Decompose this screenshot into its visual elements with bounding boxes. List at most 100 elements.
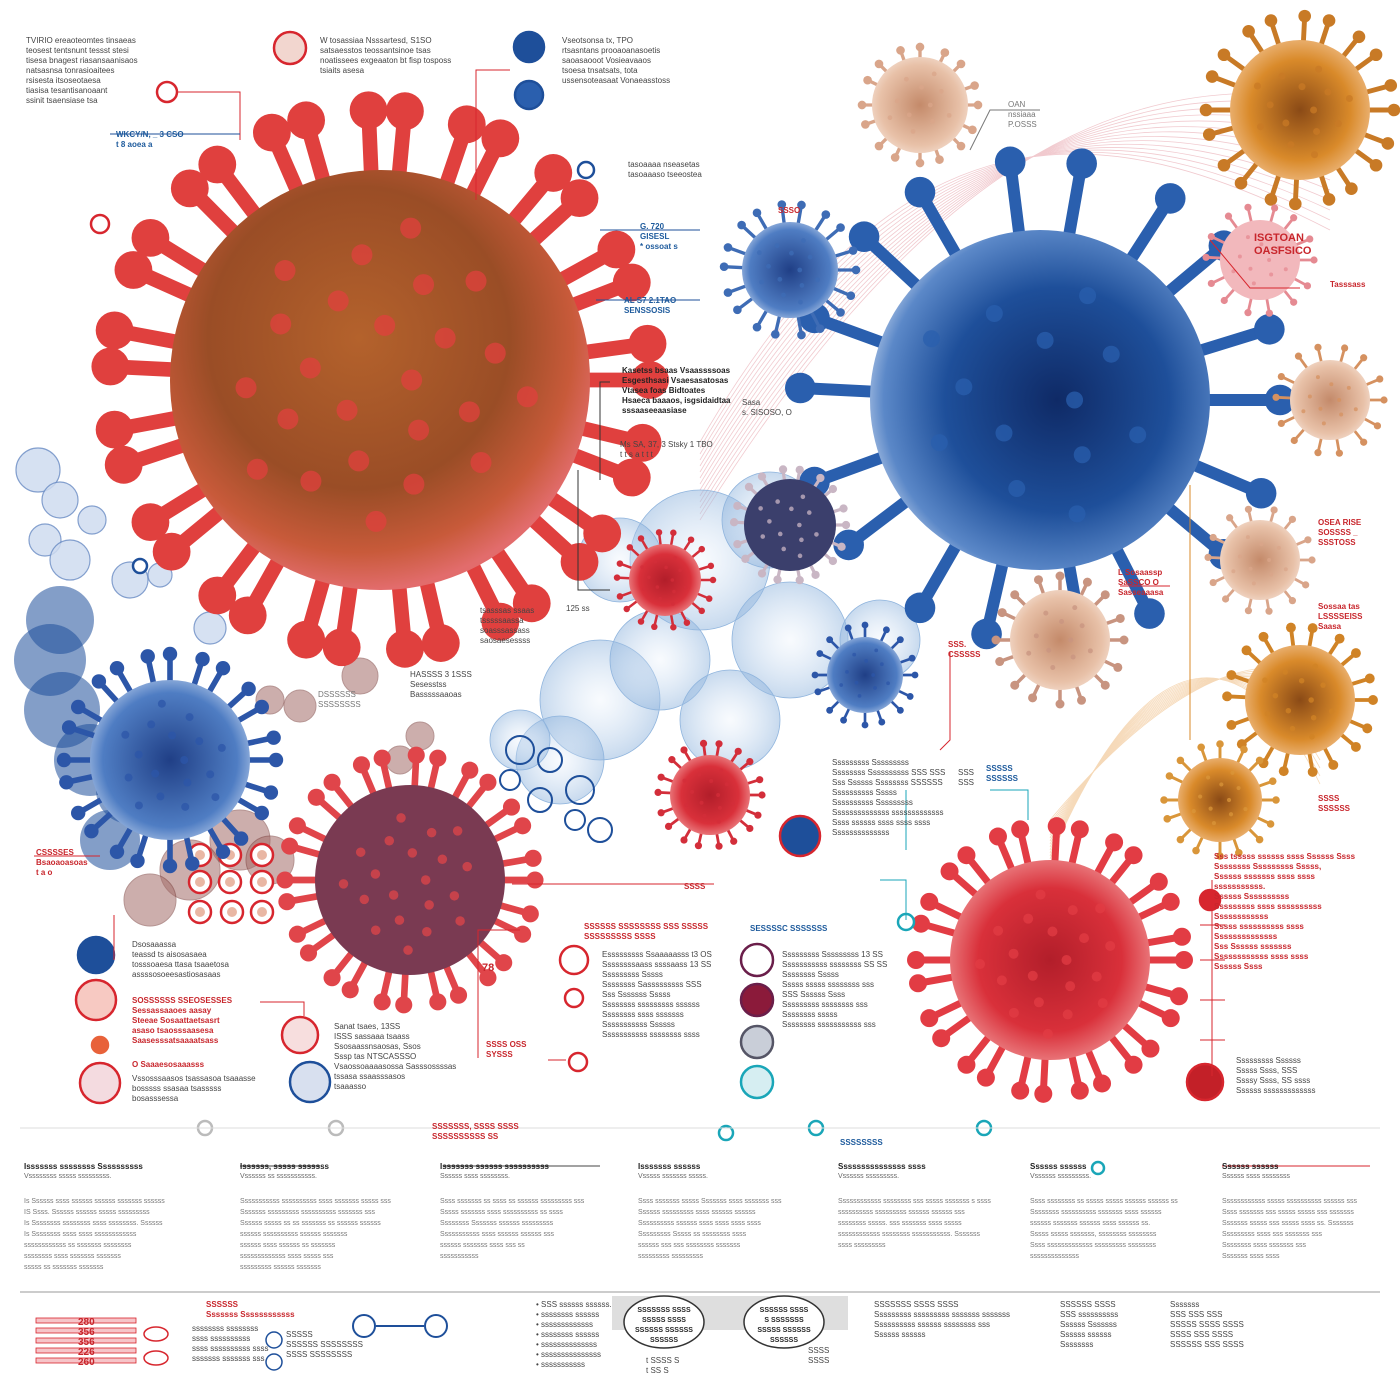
virus-spike-head [1277,372,1285,381]
virus-spike-head [970,81,979,90]
virus-spot [815,277,820,283]
virus-spot [946,112,952,118]
virus-spike-head [233,831,249,846]
virus-spike-head [323,969,341,987]
virus-spike-head [287,101,326,140]
virus-spike-head [56,752,72,768]
virus-spot [1008,948,1019,959]
virus-body [744,479,836,571]
virus-spike-head [784,372,816,404]
virus-spot [1334,120,1342,128]
virus-spike-head [131,218,170,257]
marker-icon [1198,888,1222,912]
virus-spike-head [1308,556,1316,564]
virus-spot [658,596,662,601]
virus-spike-head [741,554,750,563]
virus-spike-head [1205,70,1219,83]
top-right-tag: Tasssass [1330,280,1366,289]
virus-spot [775,499,780,504]
small-list: tsasssas ssaas tsssssaassa soasssassass … [480,606,535,645]
virus-body [670,755,750,835]
virus-spot [673,556,677,560]
bottom-column-body: Is Ssssss ssss ssssss ssssss sssssss sss… [24,1198,165,1271]
virus-spot [1237,554,1242,559]
callout-line [176,91,241,140]
virus-spot [800,494,806,500]
virus-spot [1219,782,1224,787]
virus-spot [690,789,695,794]
virus-spot [274,260,296,282]
footer-a: ssssssss ssssssss ssss ssssssssss ssss s… [192,1324,269,1363]
virus-spike-head [1160,796,1168,804]
marker-icon [288,1060,332,1104]
virus-spot [384,835,395,846]
virus-spike-head [1124,1055,1143,1074]
virus-spike-head [1082,577,1092,587]
virus-spike-head [890,153,900,162]
virus-spike-head [352,756,371,774]
virus-spike-head [670,529,677,536]
virus-spike-head [988,827,1007,846]
peach-virus-right [1272,343,1388,457]
virus-spot [211,793,220,802]
virus-spot [365,510,387,532]
bottom-column-title: Issssss, sssss sssssss [240,1162,329,1171]
virus-spot [338,879,349,889]
virus-spike-head [626,544,634,551]
virus-spike-head [449,986,468,1004]
virus-spike-head [795,576,804,585]
virus-spike-head [341,981,359,999]
virus-spike-head [1209,578,1217,587]
right-code-1: OSEA RISE SOSSSS _ SSSTOSS [1318,518,1362,547]
section-rules [20,1127,1380,1293]
virus-spot [394,915,405,925]
virus-spike-head [1341,344,1349,352]
virus-spike-head [754,811,762,819]
mid-note: tasoaaaa nseasetas tasoaaaso tseeostea [628,160,702,179]
virus-spike-head [1307,623,1318,634]
virus-spot [1102,345,1120,363]
virus-spike-head [746,757,754,766]
virus-spot [655,585,660,589]
virus-spot [1329,382,1334,387]
virus-spot [1027,970,1038,981]
virus-spike-head [481,119,520,158]
virus-spike-head [1335,449,1343,457]
virus-spot [1308,697,1314,703]
top-blue-note: Vseotsonsa tx, TPO rtsasntans prooaoanas… [562,36,671,85]
virus-spike-head [1270,506,1278,514]
callout-line [1209,239,1300,289]
virus-spike-head [1028,693,1038,703]
virus-spike-head [281,837,299,855]
callout-line [969,109,1040,151]
bubble [283,689,317,723]
virus-spike-head [1165,772,1174,780]
virus-spot [151,769,160,778]
virus-spike-head [1124,846,1143,865]
virus-spike-head [1314,449,1322,457]
virus-spike-head [957,846,976,865]
virus-spot [157,699,166,708]
virus-spike-head [1265,607,1273,615]
center-mid-code: SSSS OSS SYSSS [486,1040,527,1059]
marker-icon [1185,1062,1225,1102]
virus-spike-head [560,179,599,218]
virus-spike-head [1244,505,1253,513]
virus-spike-head [863,75,872,85]
virus-spike-head [1306,235,1314,243]
virus-spike-head [836,308,845,317]
virus-spot [1269,572,1274,577]
virus-spot [134,801,143,810]
blue-mid-list: Sssssssss Sssssssss 13 SS Sssssssssss ss… [782,950,888,1029]
virus-spike-head [1100,680,1110,690]
virus-spike-head [252,113,291,152]
virus-spot [370,925,381,935]
virus-spot [1259,542,1264,547]
marker-icon [778,814,822,858]
virus-spot [716,819,721,824]
footer-badge-sub-2: SSSS SSSS [808,1346,830,1365]
virus-spot [1248,266,1253,271]
bottom-column-subtitle: Ssssss ssss ssssssss. [440,1173,511,1180]
num-78: 78 [482,962,495,974]
virus-spot [759,279,764,285]
